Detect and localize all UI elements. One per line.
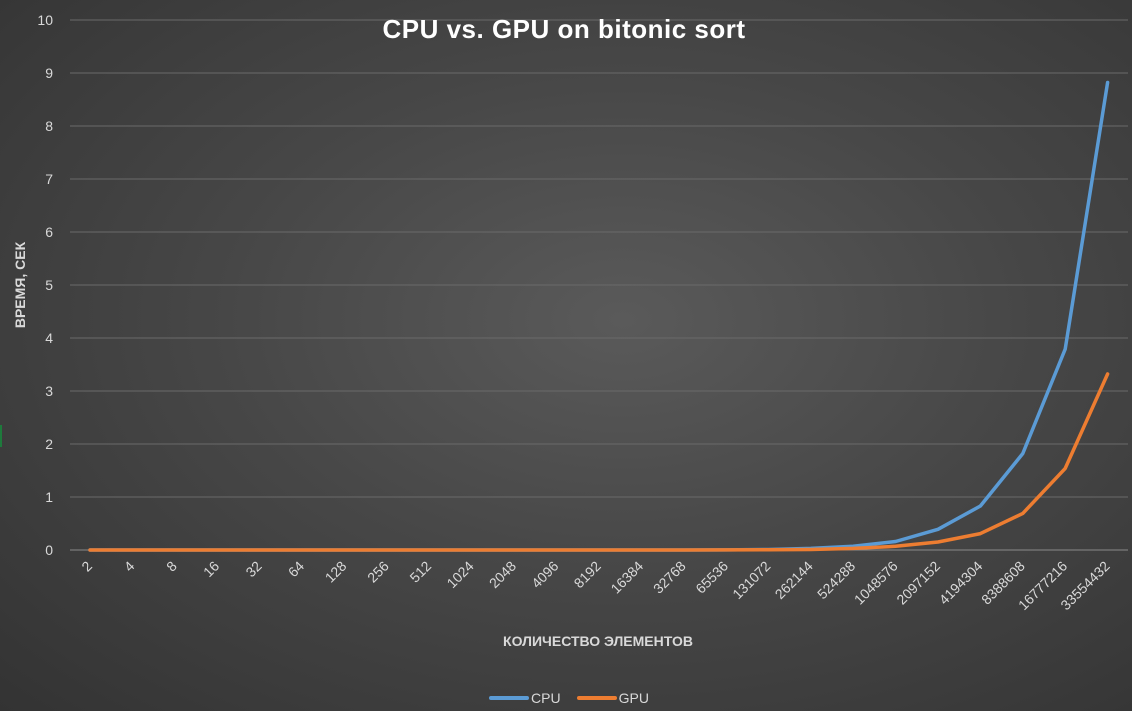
y-tick-label: 0	[45, 542, 53, 558]
x-tick-label: 256	[364, 558, 392, 586]
y-tick-label: 8	[45, 118, 53, 134]
x-tick-label: 2	[78, 558, 95, 575]
x-tick-label: 4096	[528, 558, 561, 591]
x-tick-label: 512	[406, 558, 434, 586]
x-tick-label: 8192	[571, 558, 604, 591]
window-edge-marker	[0, 425, 2, 447]
legend-swatch-cpu	[489, 696, 530, 700]
legend: CPU GPU	[0, 690, 1132, 706]
x-tick-label: 131072	[729, 558, 773, 602]
x-axis-title: КОЛИЧЕСТВО ЭЛЕМЕНТОВ	[503, 633, 693, 649]
legend-swatch-gpu	[576, 696, 617, 700]
y-tick-label: 5	[45, 277, 53, 293]
x-tick-label: 4	[121, 558, 138, 575]
x-tick-label: 1024	[443, 558, 476, 591]
chart-title-text: CPU vs. GPU on bitonic sort	[382, 14, 746, 44]
y-tick-label: 3	[45, 383, 53, 399]
legend-item-gpu[interactable]: GPU	[576, 690, 649, 706]
x-tick-label: 262144	[772, 558, 816, 602]
y-tick-label: 2	[45, 436, 53, 452]
x-tick-label: 32	[242, 558, 264, 580]
chart-title: CPU vs. GPU on bitonic sort	[0, 14, 1132, 45]
x-tick-label: 65536	[692, 558, 731, 597]
x-tick-label: 16384	[607, 558, 646, 597]
legend-label-gpu: GPU	[618, 690, 649, 706]
x-tick-label: 8	[163, 558, 180, 575]
series-line-cpu	[88, 80, 1110, 552]
y-tick-label: 10	[37, 12, 53, 28]
y-tick-label: 6	[45, 224, 53, 240]
y-tick-label: 1	[45, 489, 53, 505]
y-tick-label: 7	[45, 171, 53, 187]
x-tick-label: 1048576	[851, 558, 901, 608]
y-axis-title: ВРЕМЯ, СЕК	[12, 241, 28, 329]
y-tick-label: 4	[45, 330, 53, 346]
x-tick-label: 2048	[486, 558, 519, 591]
x-tick-label: 2097152	[893, 558, 943, 608]
x-tick-label: 16	[200, 558, 222, 580]
y-tick-label: 9	[45, 65, 53, 81]
series-line-gpu	[88, 372, 1110, 552]
x-tick-label: 32768	[650, 558, 689, 597]
x-tick-label: 128	[322, 558, 350, 586]
x-tick-label: 64	[285, 558, 307, 580]
x-tick-label: 4194304	[936, 558, 986, 608]
legend-item-cpu[interactable]: CPU	[489, 690, 561, 706]
legend-label-cpu: CPU	[531, 690, 561, 706]
